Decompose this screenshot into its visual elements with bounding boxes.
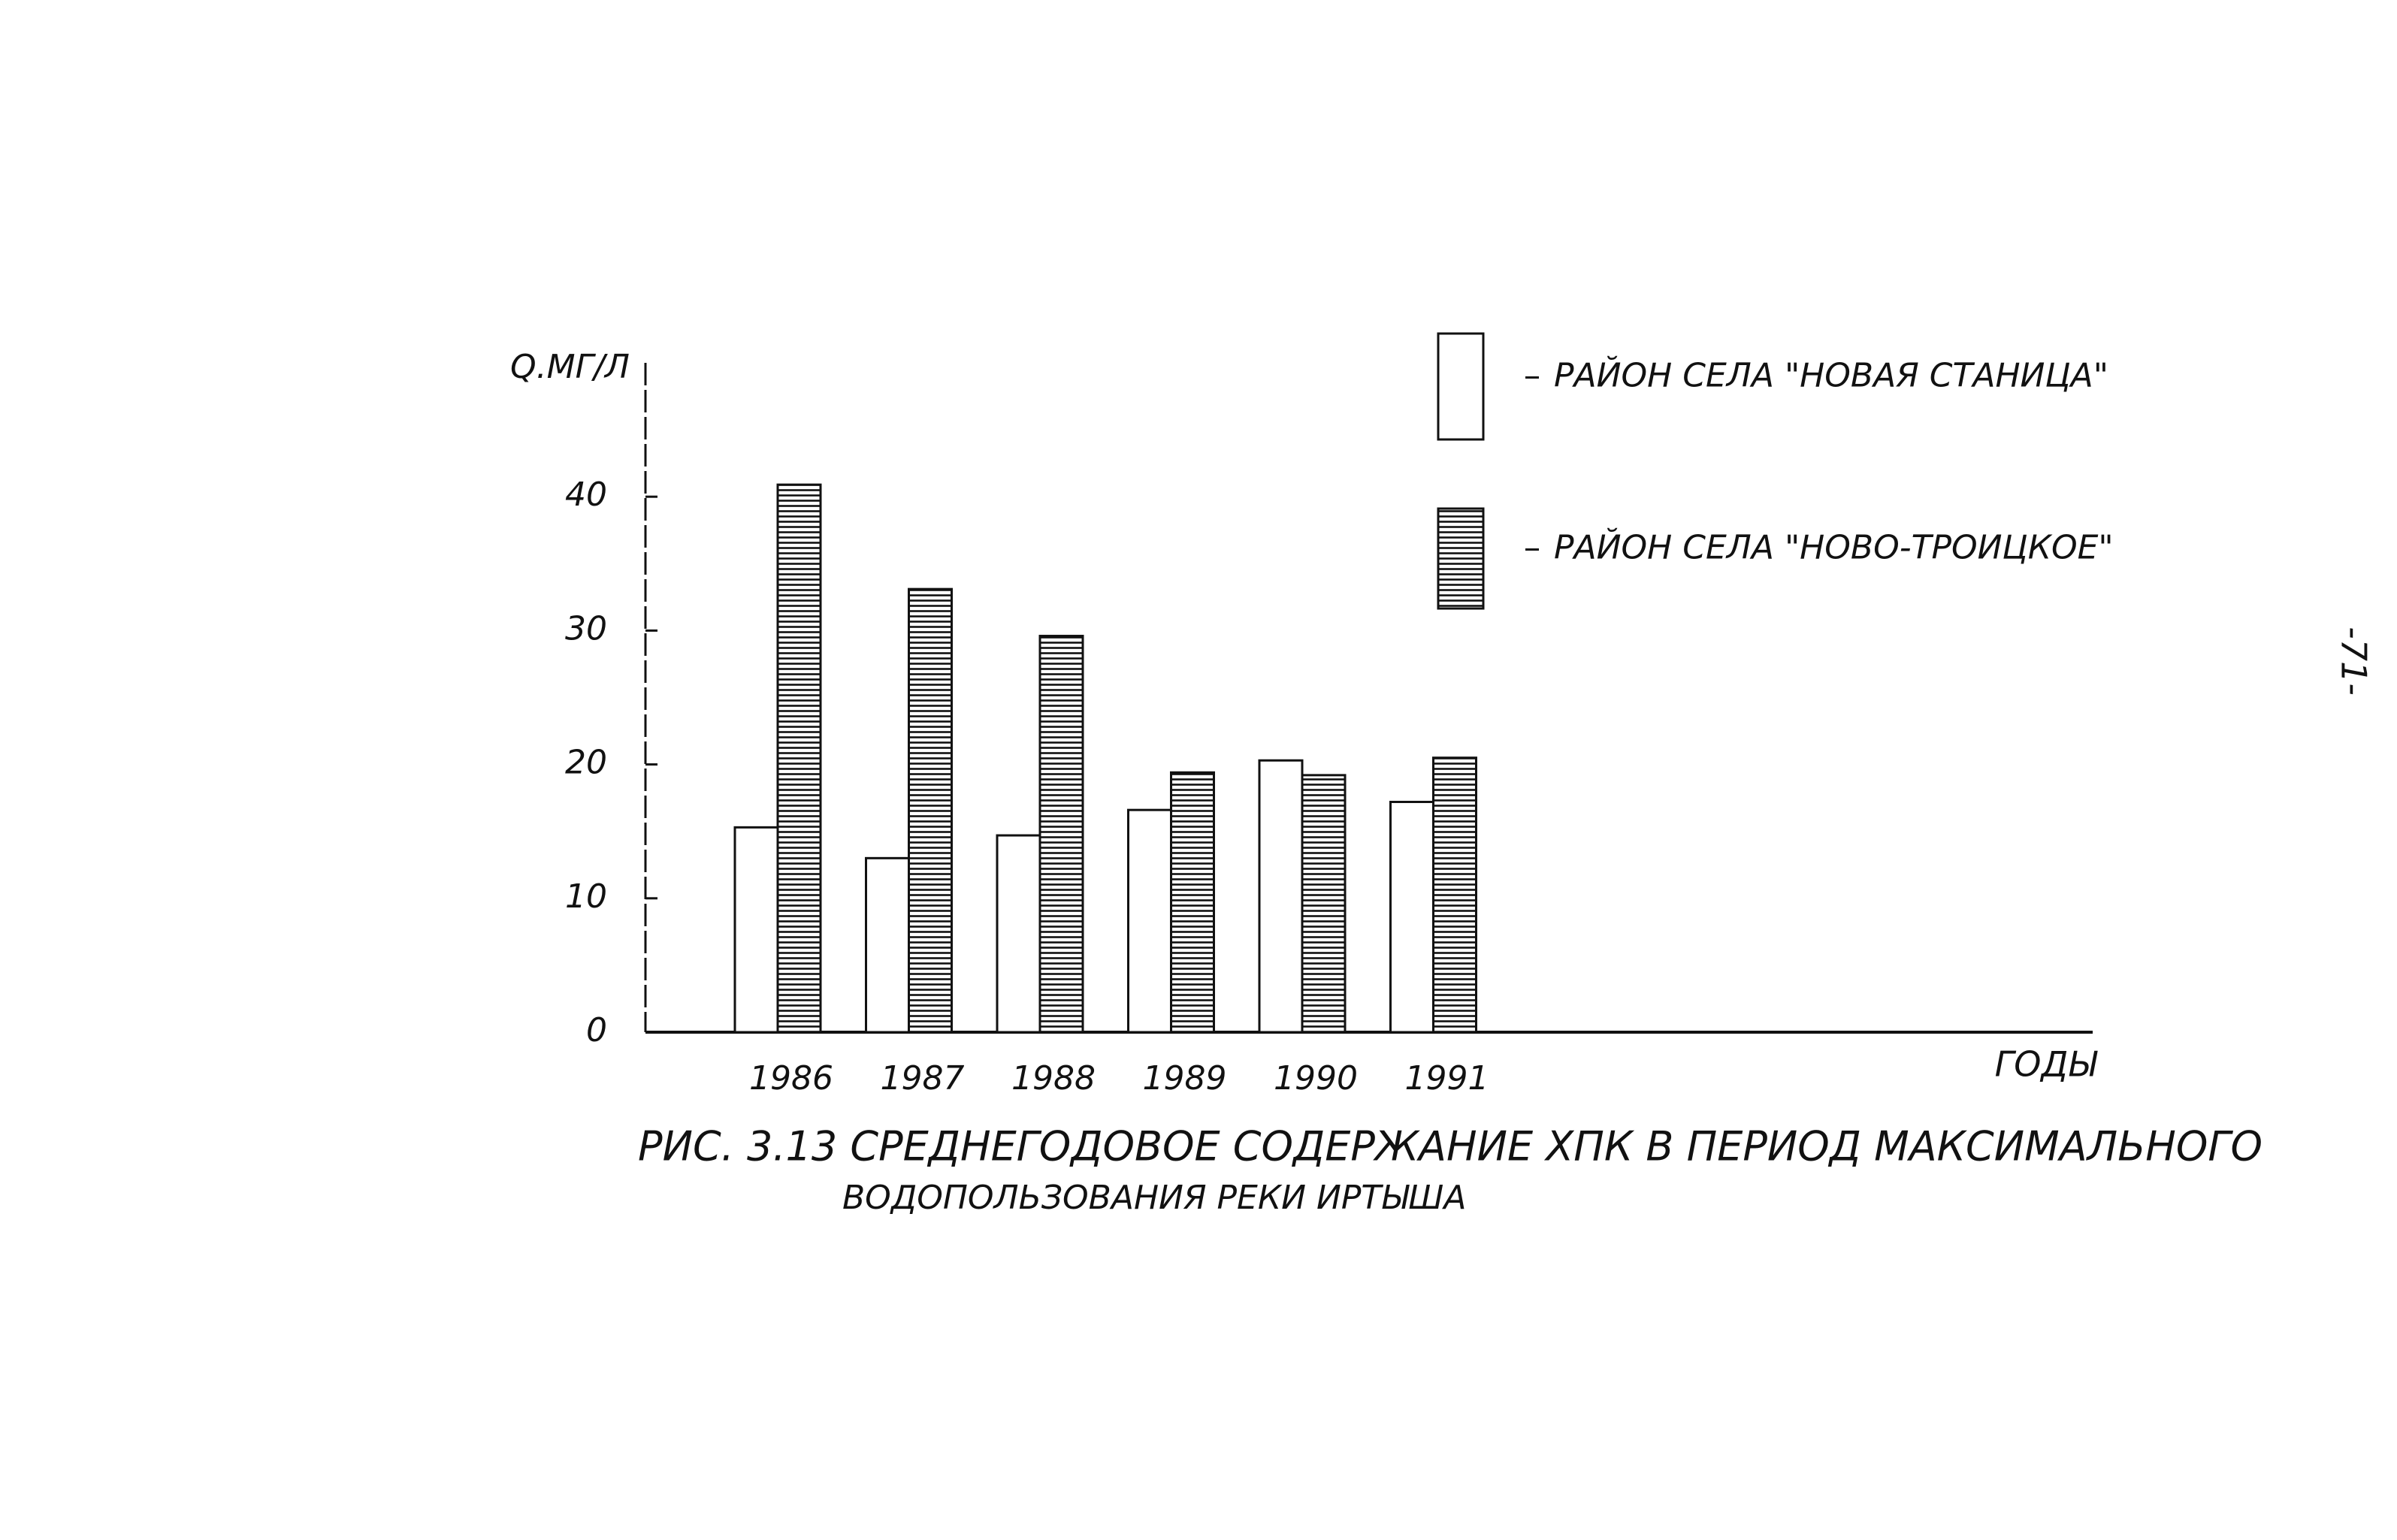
bar bbox=[1038, 635, 1084, 1034]
x-tick-label: 1991 bbox=[1405, 1059, 1489, 1098]
x-tick-label: 1987 bbox=[881, 1059, 965, 1098]
x-tick-label: 1990 bbox=[1274, 1059, 1358, 1098]
y-tick-label: 10 bbox=[565, 877, 607, 916]
bar bbox=[776, 483, 822, 1034]
legend-label: РАЙОН СЕЛА "НОВАЯ СТАНИЦА" bbox=[1554, 355, 2108, 395]
y-tick-label: 20 bbox=[565, 744, 607, 782]
x-tick-label: 1989 bbox=[1143, 1059, 1227, 1098]
y-tick-label: 40 bbox=[565, 476, 607, 514]
legend-swatch bbox=[1437, 332, 1485, 441]
bar bbox=[908, 587, 953, 1034]
x-tick-label: 1988 bbox=[1011, 1059, 1096, 1098]
bar bbox=[1258, 759, 1304, 1034]
legend-label: РАЙОН СЕЛА "НОВО-ТРОИЦКОЕ" bbox=[1554, 527, 2114, 567]
x-axis-label: ГОДЫ bbox=[1995, 1044, 2099, 1085]
bar bbox=[1127, 808, 1172, 1034]
bar bbox=[1170, 771, 1215, 1034]
bar bbox=[1389, 800, 1434, 1034]
legend-swatch bbox=[1437, 507, 1485, 610]
y-axis-label: Q.МГ/Л bbox=[510, 348, 630, 386]
bar bbox=[733, 826, 779, 1034]
chart-title: ВОДОПОЛЬЗОВАНИЯ РЕКИ ИРТЫША bbox=[842, 1179, 1466, 1217]
bar bbox=[865, 856, 910, 1034]
bar bbox=[996, 834, 1041, 1034]
page-number: -71- bbox=[2334, 627, 2374, 696]
y-tick-label: 0 bbox=[586, 1011, 607, 1049]
x-tick-label: 1986 bbox=[749, 1059, 833, 1098]
bar bbox=[1432, 756, 1477, 1034]
y-tick-label: 30 bbox=[565, 609, 607, 648]
chart-title: РИС. 3.13 СРЕДНЕГОДОВОЕ СОДЕРЖАНИЕ ХПК В… bbox=[638, 1123, 2262, 1170]
bar bbox=[1301, 774, 1347, 1034]
